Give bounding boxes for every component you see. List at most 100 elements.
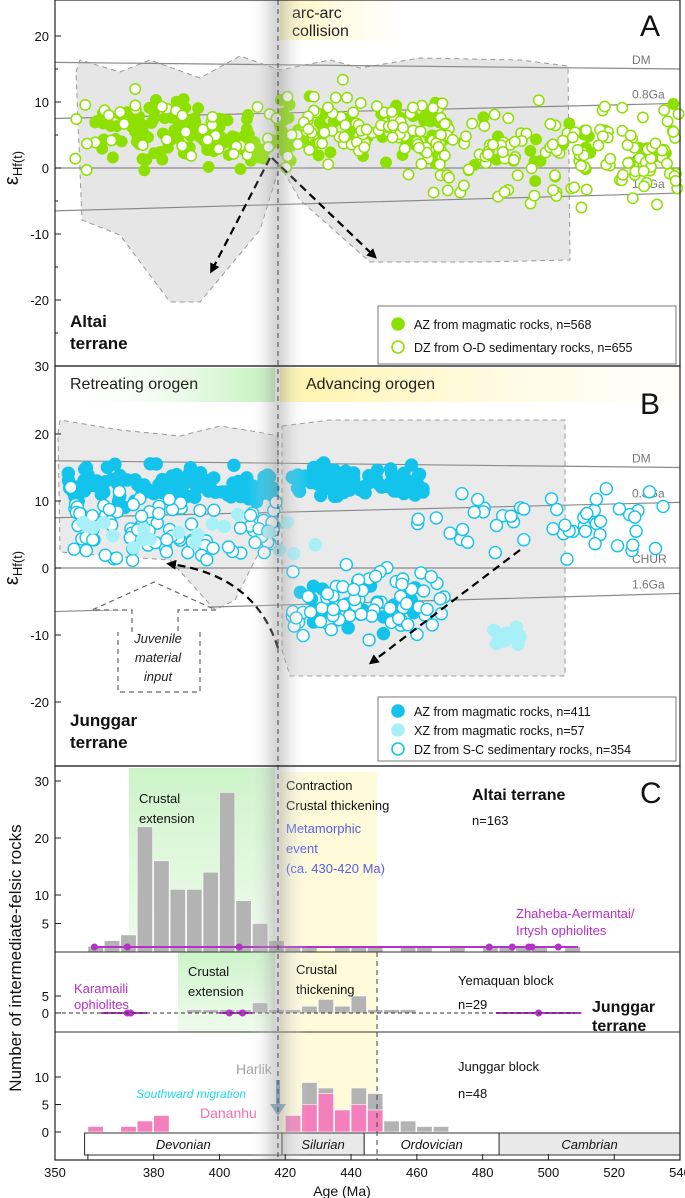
xz-point <box>494 633 508 648</box>
dz-point <box>658 104 671 117</box>
dz-point <box>560 552 574 566</box>
junggar-pink-bar <box>367 1109 384 1133</box>
dz-point <box>438 149 451 162</box>
dz-point <box>64 480 78 495</box>
dz-point <box>425 618 439 632</box>
yemaquan-bar <box>367 1009 384 1014</box>
dz-point <box>626 192 639 205</box>
a-ytick-label: -10 <box>30 227 49 242</box>
yemaquan-bar <box>186 1009 203 1014</box>
dz-point <box>206 541 220 555</box>
altai-terrane-line2: terrane <box>70 334 128 353</box>
dz-point <box>354 607 368 621</box>
dz-point <box>134 509 149 523</box>
dz-point <box>320 587 335 601</box>
model-label-0: DM <box>632 53 651 67</box>
dz-point <box>599 482 613 496</box>
model-line-3 <box>54 192 681 212</box>
dz-point <box>636 111 649 124</box>
juvenile-line3: input <box>144 669 174 684</box>
dz-point <box>622 156 635 169</box>
c-jun-ytick-label: 5 <box>42 1098 49 1113</box>
dz-point <box>201 133 214 146</box>
az-point <box>411 469 425 483</box>
junggar-terrane-line1: Junggar <box>70 711 137 730</box>
junggar-pink-bar <box>153 1115 170 1133</box>
dz-point <box>67 542 81 556</box>
dz-point <box>370 100 383 113</box>
model-label-0: DM <box>632 452 651 466</box>
ophiolites <box>90 943 582 1017</box>
dz-point <box>429 511 443 525</box>
dz-point <box>604 152 617 165</box>
az-point <box>370 463 385 477</box>
dz-point <box>438 117 451 130</box>
x-tick-label: 420 <box>274 1165 296 1180</box>
dz-point <box>362 633 376 647</box>
a-ytick-label: 30 <box>35 359 49 374</box>
dz-point <box>176 109 189 122</box>
dz-point <box>544 118 557 130</box>
az-point <box>530 133 542 146</box>
x-axis-label: Age (Ma) <box>313 1183 371 1198</box>
dz-point <box>612 502 627 516</box>
dz-point <box>102 502 117 517</box>
legend-a <box>377 305 677 365</box>
az-point <box>188 112 201 125</box>
dz-point <box>621 139 634 152</box>
b-ytick-label: 0 <box>42 561 49 576</box>
junggar-grey-bar <box>432 1126 449 1133</box>
dz-point <box>80 164 93 176</box>
dz-point <box>457 179 470 192</box>
altai-ophiolite-dot <box>123 943 131 951</box>
panel-b-letter: B <box>640 388 660 421</box>
dz-point <box>347 106 360 119</box>
dz-point <box>414 125 427 138</box>
az-point <box>390 474 404 488</box>
az-point <box>177 93 190 106</box>
dz-point <box>651 198 663 211</box>
dz-point <box>642 485 657 499</box>
dananhu-label: Dananhu <box>200 1105 257 1121</box>
junggar-block-name: Junggar block <box>458 1059 539 1074</box>
legend-a-marker-1 <box>391 340 405 354</box>
dz-point <box>79 98 92 111</box>
junggar-points <box>61 456 670 651</box>
dz-point <box>482 148 494 161</box>
dz-point <box>326 602 340 617</box>
dz-point <box>196 123 209 136</box>
karamaili-line1: Karamaili <box>74 981 128 996</box>
c-altai-ytick-label: 20 <box>35 831 49 846</box>
xz-point <box>86 520 100 535</box>
dz-point <box>112 484 127 499</box>
az-point <box>226 130 239 143</box>
dz-point <box>313 614 328 629</box>
altai-terrane-name: Altai terrane <box>472 787 565 804</box>
panel-a: arc-arc collision DM0.8GaCHUR1.6Ga A Alt… <box>54 0 685 365</box>
trend-arrow-b-right <box>368 549 521 665</box>
dz-point <box>488 545 502 560</box>
altai-bar <box>169 888 186 953</box>
dz-point <box>160 133 173 146</box>
dz-point <box>184 517 199 531</box>
dz-point <box>575 159 587 172</box>
yemaquan-crustal2: extension <box>188 984 244 999</box>
dz-point <box>558 518 572 532</box>
dz-point <box>566 131 579 144</box>
juvenile-line1: Juvenile <box>133 631 182 646</box>
az-point <box>524 144 537 157</box>
dz-point <box>118 117 131 130</box>
az-point <box>143 457 158 471</box>
dz-point <box>339 557 353 572</box>
dz-point <box>227 147 240 160</box>
dz-point <box>525 162 538 175</box>
period-label-silurian: Silurian <box>301 1137 344 1152</box>
dz-point <box>160 533 174 547</box>
x-tick-label: 520 <box>603 1165 625 1180</box>
dz-point <box>407 101 419 114</box>
dz-point <box>661 115 674 128</box>
advancing-orogen-label: Advancing orogen <box>306 376 435 393</box>
c-altai-ytick-label: 10 <box>35 888 49 903</box>
junggar-pink-bar <box>120 1126 137 1133</box>
